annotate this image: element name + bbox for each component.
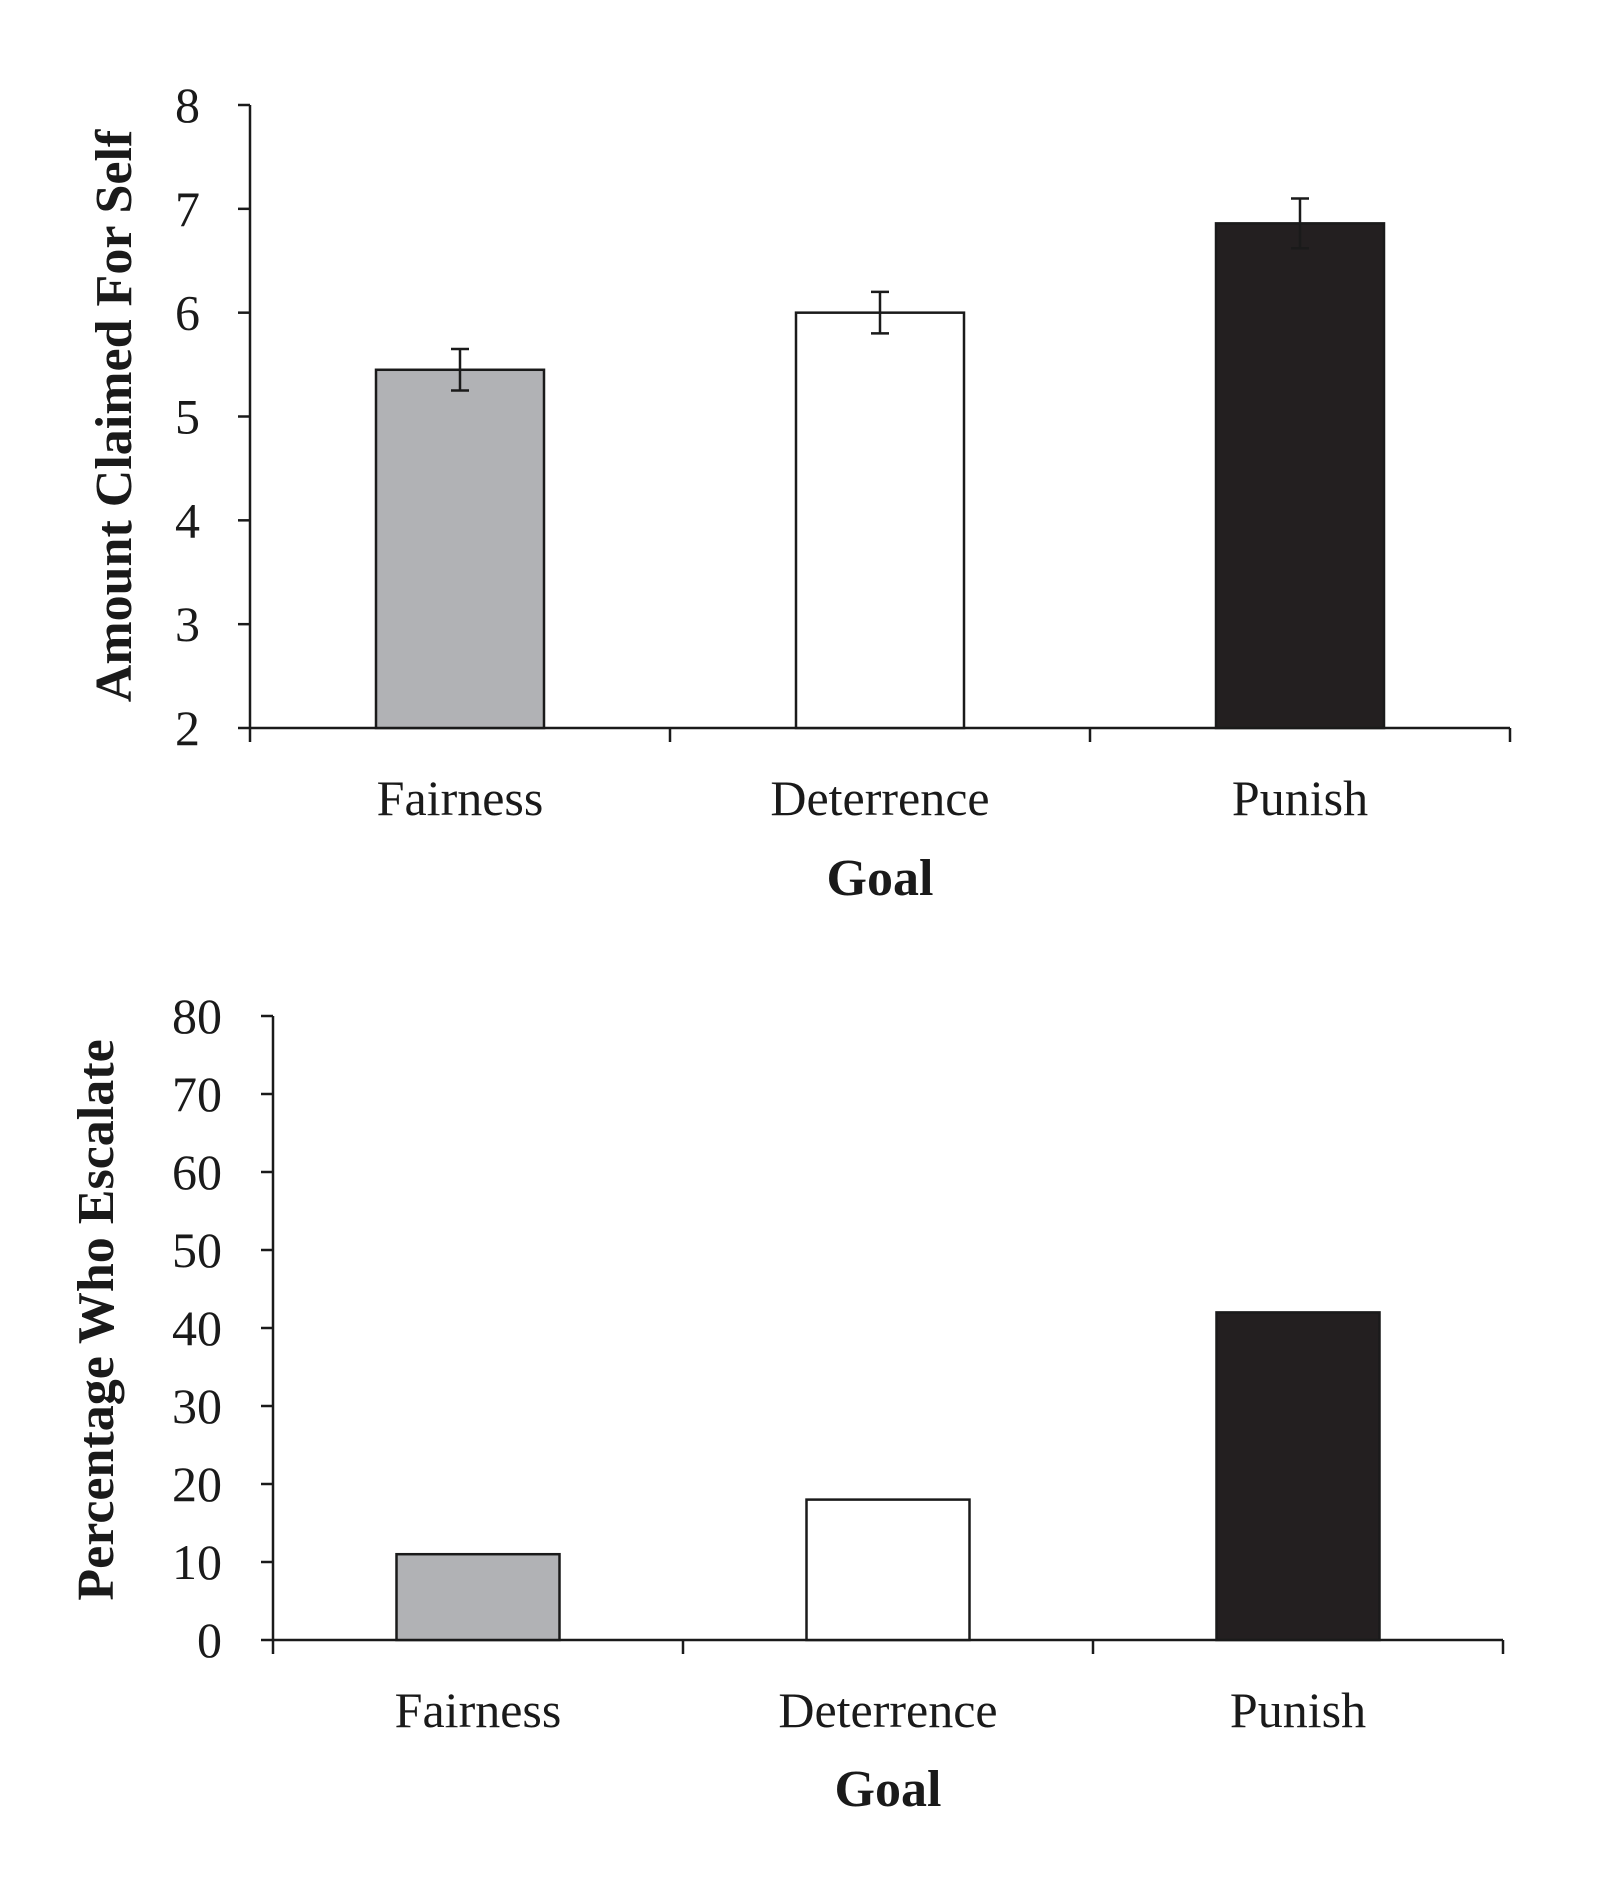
y-tick-label: 0 [197,1612,222,1668]
bars [374,222,1386,730]
bar-punish [1214,222,1386,730]
x-tick-label: Deterrence [778,1682,997,1738]
bar-fairness [395,1552,561,1642]
y-tick-label: 40 [172,1300,222,1356]
bar-fairness [374,368,546,730]
y-tick-label: 30 [172,1378,222,1434]
x-tick-label: Deterrence [770,770,989,826]
bars [395,1311,1381,1642]
x-ticks: Fairness Deterrence Punish [248,728,1512,826]
x-axis-title: Goal [835,1761,942,1818]
y-tick-label: 8 [175,77,200,133]
y-tick-label: 70 [172,1066,222,1122]
y-ticks: 0 10 20 30 40 50 60 70 80 [172,988,273,1668]
y-tick-label: 80 [172,988,222,1044]
y-tick-label: 3 [175,596,200,652]
y-tick-label: 2 [175,700,200,756]
y-tick-label: 5 [175,389,200,445]
x-ticks: Fairness Deterrence Punish [271,1640,1505,1738]
x-tick-label: Punish [1232,770,1368,826]
bar-deterrence [805,1498,971,1642]
bar-deterrence [794,311,966,730]
y-tick-label: 60 [172,1144,222,1200]
y-axis-title: Amount Claimed For Self [86,129,143,702]
y-ticks: 2 3 4 5 6 7 8 [175,77,250,756]
y-tick-label: 50 [172,1222,222,1278]
bar-punish [1215,1311,1381,1642]
error-bar-deterrence [871,290,889,335]
y-tick-label: 20 [172,1456,222,1512]
x-tick-label: Punish [1230,1682,1366,1738]
error-bars [451,197,1309,392]
error-bar-punish [1291,197,1309,250]
amount-claimed-chart: 2 3 4 5 6 7 8 Fairness Deterrence Punish Amount … [86,77,1512,907]
x-tick-label: Fairness [377,770,544,826]
y-axis-title: Percentage Who Escalate [68,1039,125,1600]
x-tick-label: Fairness [395,1682,562,1738]
y-tick-label: 7 [175,181,200,237]
error-bar-fairness [451,347,469,392]
y-tick-label: 10 [172,1534,222,1590]
y-tick-label: 6 [175,285,200,341]
y-tick-label: 4 [175,492,200,548]
x-axis-title: Goal [827,850,934,907]
percentage-escalate-chart: 0 10 20 30 40 50 60 70 80 Fairness Deterrence Puni… [68,988,1505,1818]
